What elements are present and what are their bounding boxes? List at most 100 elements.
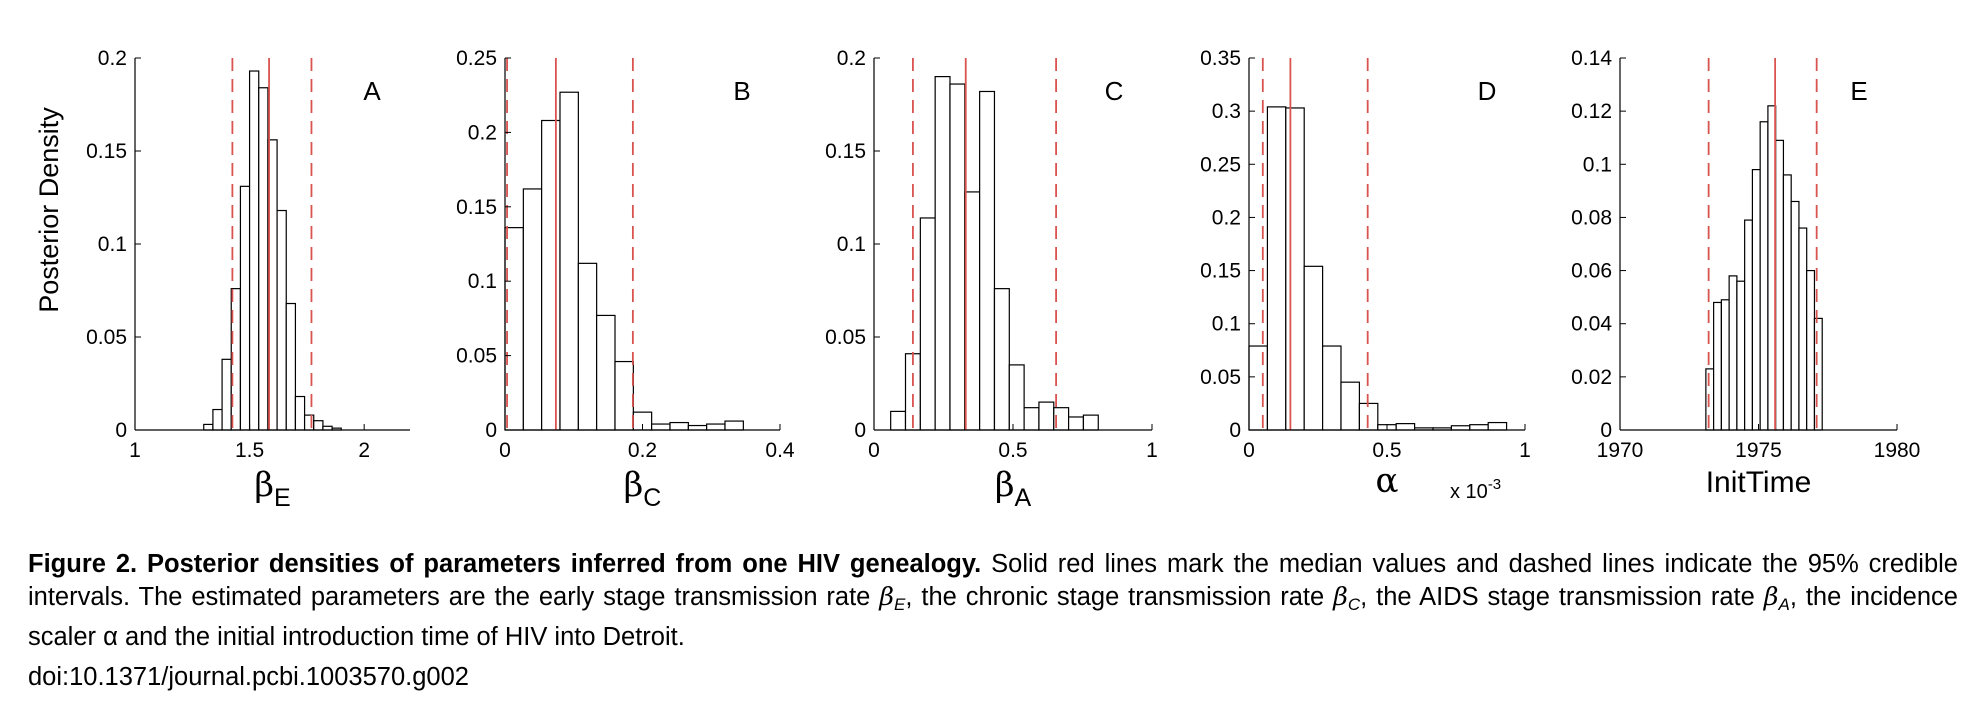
- histogram-bar: [614, 360, 634, 431]
- histogram-bar: [1806, 269, 1816, 431]
- y-tick-label: 0: [1600, 419, 1612, 442]
- panel-letter: D: [1478, 76, 1497, 106]
- x-axis-label-symbol: β: [995, 465, 1015, 505]
- x-axis-label-symbol: β: [624, 465, 644, 505]
- y-tick-label: 0.2: [98, 47, 127, 70]
- histogram-bar: [1008, 364, 1025, 431]
- x-tick-label: 1970: [1597, 439, 1644, 462]
- y-tick-label: 0.15: [456, 196, 497, 219]
- x-tick-label: 1980: [1874, 439, 1921, 462]
- y-tick-label: 0: [485, 419, 497, 442]
- panel-letter: C: [1105, 76, 1124, 106]
- doi-text: doi:10.1371/journal.pcbi.1003570.g002: [28, 663, 469, 691]
- y-tick-label: 0.08: [1571, 206, 1612, 229]
- histogram-bar: [1487, 421, 1508, 431]
- histogram-bar: [949, 83, 966, 431]
- y-tick-label: 0.1: [1212, 313, 1241, 336]
- histogram-bar: [706, 423, 726, 431]
- histogram-bar: [1813, 317, 1823, 431]
- y-tick-label: 0.1: [837, 233, 866, 256]
- panel-c: 0 0.05 0.1 0.15 0.2 0 0.5 1 CβA: [825, 47, 1158, 512]
- y-tick-label: 0.35: [1200, 47, 1241, 70]
- histogram-bar: [1751, 169, 1761, 431]
- histogram-bar: [1395, 423, 1416, 431]
- y-tick-label: 0: [854, 419, 866, 442]
- y-axis-label: Posterior Density: [34, 107, 64, 313]
- x-tick-label: 1975: [1735, 439, 1782, 462]
- histogram-bar: [1790, 200, 1800, 431]
- y-tick-label: 0.1: [468, 270, 497, 293]
- x-tick-label: 0.5: [998, 439, 1027, 462]
- y-tick-label: 0.2: [1212, 206, 1241, 229]
- histogram-bar: [1023, 407, 1040, 431]
- caption-beta-a: β: [1763, 582, 1779, 612]
- x-axis-label: βC: [624, 465, 662, 512]
- y-tick-label: 0.15: [1200, 260, 1241, 283]
- histogram-bar: [1469, 424, 1489, 431]
- histogram-bar: [1720, 299, 1730, 431]
- histogram-bar: [541, 119, 561, 431]
- histogram-bar: [1038, 401, 1055, 431]
- histogram-bar: [1450, 425, 1471, 431]
- x-tick-label: 0.5: [1372, 439, 1401, 462]
- caption-text-3: , the AIDS stage transmission rate: [1360, 583, 1764, 611]
- panel-a: 0 0.05 0.1 0.15 0.2 1 1.5 2 AβE: [86, 47, 410, 512]
- y-tick-label: 0.2: [468, 121, 497, 144]
- y-tick-label: 0.05: [86, 326, 127, 349]
- caption-beta-c: β: [1333, 582, 1348, 612]
- histogram-bar: [919, 217, 936, 431]
- histogram-bar: [313, 420, 324, 431]
- panel-b: 0 0.05 0.1 0.15 0.2 0.25 0 0.2 0.4 BβC: [456, 47, 795, 512]
- y-tick-label: 0.04: [1571, 313, 1612, 336]
- x-tick-label: 0: [499, 439, 511, 462]
- y-tick-label: 0.05: [825, 326, 866, 349]
- panel-letter: A: [363, 76, 381, 106]
- histogram-bar: [1067, 416, 1085, 431]
- histogram-bar: [964, 191, 981, 431]
- histogram-bar: [1322, 345, 1342, 431]
- histogram-bar: [212, 408, 223, 431]
- x-axis-label: βE: [254, 465, 290, 512]
- caption-text-5: and the initial introduction time of HIV…: [117, 623, 685, 651]
- y-tick-label: 0.2: [837, 47, 866, 70]
- histogram-bar: [285, 302, 297, 431]
- histogram-bar: [221, 358, 232, 431]
- caption-title: Figure 2. Posterior densities of paramet…: [28, 550, 982, 578]
- x-axis-label: βA: [995, 465, 1032, 512]
- y-tick-label: 0.15: [825, 140, 866, 163]
- histogram-bar: [1266, 106, 1287, 431]
- y-tick-label: 0.25: [456, 47, 497, 70]
- x-tick-label: 1.5: [235, 439, 264, 462]
- histogram-bar: [1303, 265, 1324, 431]
- x-axis-label-subscript: E: [274, 484, 291, 512]
- x-axis-label: α: [1376, 461, 1399, 501]
- caption-beta-e: β: [879, 582, 895, 612]
- x-tick-label: 0: [868, 439, 880, 462]
- caption-sub-e: E: [894, 595, 906, 614]
- caption-text-1: Solid red lines mark the median values a…: [28, 550, 1958, 611]
- histogram-bar: [1782, 174, 1792, 431]
- histogram-bar: [559, 91, 579, 431]
- histogram-bar: [1728, 275, 1738, 431]
- x-tick-label: 0.4: [765, 439, 795, 462]
- histogram-bar: [596, 314, 616, 431]
- histogram-bar: [294, 395, 306, 431]
- x-tick-label: 1: [1519, 439, 1531, 462]
- histogram-bar: [258, 87, 269, 431]
- histogram-bar: [1248, 345, 1269, 431]
- figure-caption: Figure 2. Posterior densities of paramet…: [28, 548, 1958, 654]
- histogram-bar: [276, 209, 287, 431]
- y-tick-label: 0: [115, 419, 127, 442]
- y-tick-label: 0.05: [1200, 366, 1241, 389]
- histogram-bar: [1358, 402, 1379, 431]
- histogram-bar: [303, 414, 315, 431]
- y-tick-label: 0.1: [98, 233, 127, 256]
- x-axis-label: InitTime: [1706, 466, 1812, 499]
- histogram-bar: [239, 185, 251, 431]
- histogram-bar: [1340, 381, 1361, 431]
- y-tick-label: 0.12: [1571, 100, 1612, 123]
- x-axis-label-symbol: β: [254, 465, 274, 505]
- histogram-bar: [1705, 368, 1715, 431]
- histogram-bar: [687, 424, 708, 431]
- y-tick-label: 0.02: [1571, 366, 1612, 389]
